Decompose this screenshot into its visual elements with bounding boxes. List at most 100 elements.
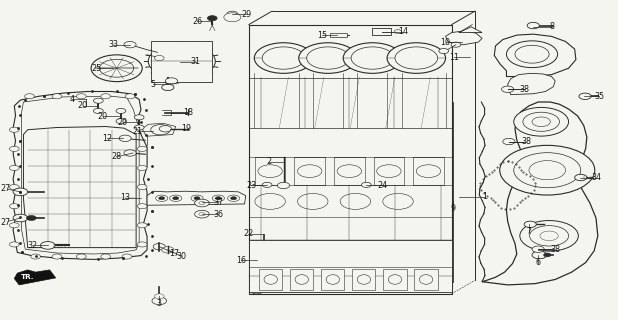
Circle shape bbox=[159, 197, 165, 200]
Circle shape bbox=[116, 108, 126, 114]
Circle shape bbox=[277, 182, 290, 189]
Ellipse shape bbox=[388, 275, 402, 284]
Circle shape bbox=[231, 197, 237, 200]
Circle shape bbox=[255, 275, 267, 281]
Text: 28: 28 bbox=[112, 152, 122, 161]
Text: 6: 6 bbox=[536, 258, 541, 267]
Text: 38: 38 bbox=[521, 137, 531, 146]
Circle shape bbox=[212, 195, 224, 201]
Polygon shape bbox=[147, 191, 246, 205]
Bar bbox=[330, 33, 347, 37]
Circle shape bbox=[520, 220, 578, 251]
Bar bbox=[415, 269, 438, 290]
Text: 38: 38 bbox=[520, 85, 530, 94]
Bar bbox=[259, 269, 282, 290]
Circle shape bbox=[532, 246, 544, 252]
Circle shape bbox=[99, 59, 133, 77]
Circle shape bbox=[417, 165, 441, 178]
Text: 11: 11 bbox=[449, 53, 459, 62]
Circle shape bbox=[215, 197, 221, 200]
Circle shape bbox=[262, 182, 272, 188]
Circle shape bbox=[25, 94, 35, 99]
Polygon shape bbox=[249, 25, 452, 294]
Circle shape bbox=[9, 242, 19, 247]
Polygon shape bbox=[142, 123, 176, 136]
Circle shape bbox=[298, 43, 357, 73]
Text: 20: 20 bbox=[98, 112, 108, 121]
Text: 15: 15 bbox=[317, 31, 327, 40]
Circle shape bbox=[514, 153, 581, 188]
Circle shape bbox=[441, 275, 453, 281]
Text: 20: 20 bbox=[77, 101, 88, 110]
Circle shape bbox=[579, 93, 591, 100]
Circle shape bbox=[148, 44, 215, 79]
Circle shape bbox=[153, 244, 166, 250]
Text: 26: 26 bbox=[192, 17, 202, 26]
Text: 33: 33 bbox=[108, 40, 118, 49]
Circle shape bbox=[506, 41, 557, 68]
Circle shape bbox=[250, 286, 264, 294]
Circle shape bbox=[172, 197, 179, 200]
Ellipse shape bbox=[264, 275, 277, 284]
Text: 35: 35 bbox=[594, 92, 604, 101]
Circle shape bbox=[439, 49, 449, 53]
Circle shape bbox=[31, 254, 41, 259]
Circle shape bbox=[395, 47, 438, 69]
Circle shape bbox=[343, 43, 402, 73]
Circle shape bbox=[422, 275, 434, 281]
Circle shape bbox=[162, 247, 174, 253]
Circle shape bbox=[137, 185, 147, 190]
Text: 24: 24 bbox=[378, 181, 388, 190]
Circle shape bbox=[377, 165, 401, 178]
Circle shape bbox=[389, 275, 401, 281]
Circle shape bbox=[154, 294, 164, 299]
Circle shape bbox=[101, 254, 111, 259]
Circle shape bbox=[297, 194, 328, 209]
Text: 2: 2 bbox=[266, 157, 271, 166]
Text: 14: 14 bbox=[398, 28, 408, 36]
Circle shape bbox=[255, 252, 267, 259]
Circle shape bbox=[101, 94, 111, 99]
Circle shape bbox=[227, 195, 240, 201]
Circle shape bbox=[125, 94, 135, 99]
Circle shape bbox=[208, 16, 217, 21]
Circle shape bbox=[297, 165, 322, 178]
Polygon shape bbox=[14, 270, 56, 285]
Circle shape bbox=[540, 231, 558, 241]
Ellipse shape bbox=[326, 275, 339, 284]
Polygon shape bbox=[22, 96, 139, 254]
Circle shape bbox=[307, 47, 349, 69]
Circle shape bbox=[524, 221, 536, 228]
Circle shape bbox=[91, 55, 142, 82]
Circle shape bbox=[194, 197, 200, 200]
Circle shape bbox=[169, 55, 194, 68]
Bar bbox=[151, 41, 212, 82]
Text: 5: 5 bbox=[151, 80, 156, 89]
Circle shape bbox=[529, 161, 565, 180]
Circle shape bbox=[162, 84, 174, 91]
Text: 30: 30 bbox=[177, 252, 187, 261]
Circle shape bbox=[124, 42, 136, 48]
Circle shape bbox=[337, 165, 362, 178]
Circle shape bbox=[227, 11, 238, 17]
Text: 1: 1 bbox=[482, 192, 487, 201]
Circle shape bbox=[134, 125, 144, 130]
Text: 29: 29 bbox=[242, 10, 252, 19]
Circle shape bbox=[154, 55, 164, 60]
Circle shape bbox=[9, 204, 19, 209]
Text: 21: 21 bbox=[132, 127, 142, 136]
Polygon shape bbox=[23, 126, 136, 248]
Text: 27: 27 bbox=[0, 184, 11, 193]
Circle shape bbox=[156, 195, 168, 201]
Circle shape bbox=[286, 252, 297, 259]
Circle shape bbox=[523, 112, 559, 131]
Bar bbox=[321, 269, 344, 290]
Bar bbox=[250, 240, 452, 292]
Circle shape bbox=[93, 98, 103, 103]
Circle shape bbox=[394, 30, 402, 34]
Text: 38: 38 bbox=[550, 245, 560, 254]
Polygon shape bbox=[459, 27, 482, 33]
Text: 10: 10 bbox=[441, 38, 451, 47]
Circle shape bbox=[387, 43, 446, 73]
Circle shape bbox=[77, 94, 86, 99]
